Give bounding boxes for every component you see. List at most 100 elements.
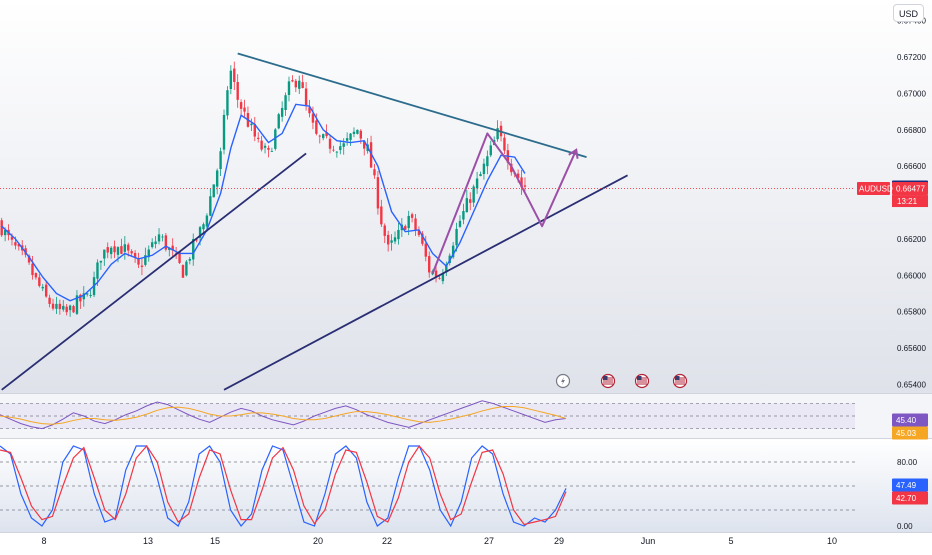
candle-body xyxy=(144,255,147,265)
candle-body xyxy=(489,145,492,156)
candle-body xyxy=(41,286,44,289)
candle-body xyxy=(58,303,62,310)
currency-button[interactable]: USD xyxy=(893,4,924,22)
candle-body xyxy=(311,113,315,123)
candle-body xyxy=(233,68,236,82)
candle-body xyxy=(55,303,58,309)
candle-body xyxy=(140,265,144,267)
candle-body xyxy=(393,237,397,242)
candle-body xyxy=(3,230,7,236)
candle-body xyxy=(274,129,277,149)
current-price-label-bg xyxy=(892,182,928,196)
candle-body xyxy=(359,130,363,139)
candle-body xyxy=(181,265,185,278)
candle-body xyxy=(133,253,137,258)
candle-body xyxy=(298,80,301,89)
price-tick-label: 0.66200 xyxy=(897,235,926,244)
time-tick-label: 8 xyxy=(41,536,46,546)
candle-body xyxy=(417,230,421,236)
candle-body xyxy=(339,146,342,151)
candle-body xyxy=(202,224,205,230)
candle-body xyxy=(99,260,103,263)
stoch-tick-label: 0.00 xyxy=(897,522,913,531)
candle-body xyxy=(451,245,455,258)
candle-body xyxy=(38,277,41,286)
trendline-support-right xyxy=(223,174,628,391)
candle-body xyxy=(229,70,233,90)
candle-body xyxy=(188,258,192,261)
candle-body xyxy=(407,215,410,229)
countdown-label: 13:21 xyxy=(897,197,918,206)
flag-canton xyxy=(603,376,608,380)
candle-body xyxy=(328,138,332,149)
candle-body xyxy=(219,151,222,170)
candle-body xyxy=(250,123,253,126)
candle-body xyxy=(103,249,106,259)
candle-body xyxy=(31,263,34,276)
candle-body xyxy=(150,242,154,248)
main-pane-background xyxy=(0,0,932,393)
candle-body xyxy=(352,131,356,134)
candle-body xyxy=(75,295,79,314)
stoch-tick-label: 80.00 xyxy=(897,458,918,467)
candle-body xyxy=(421,233,424,244)
stoch-d-value-label: 42.70 xyxy=(896,494,917,503)
candle-body xyxy=(280,107,284,117)
candle-body xyxy=(96,262,99,279)
time-tick-label: 15 xyxy=(210,536,220,546)
candle-body xyxy=(321,134,325,139)
candle-body xyxy=(120,246,123,254)
candle-body xyxy=(34,273,38,278)
candle-body xyxy=(243,107,246,112)
rsi-series-1 xyxy=(0,406,567,425)
trendline-resistance xyxy=(237,52,587,158)
time-tick-label: 13 xyxy=(143,536,153,546)
candle-body xyxy=(72,306,75,313)
candle-body xyxy=(253,124,256,137)
candle-body xyxy=(356,129,359,134)
candle-body xyxy=(106,247,109,253)
candle-body xyxy=(226,90,229,116)
candle-body xyxy=(397,229,400,240)
candle-body xyxy=(222,114,226,150)
candle-body xyxy=(157,234,161,242)
flag-canton xyxy=(637,376,642,380)
candle-body xyxy=(386,234,390,245)
candle-body xyxy=(215,170,219,187)
rsi-value-label-bg xyxy=(892,413,928,427)
candle-body xyxy=(192,238,195,260)
candle-body xyxy=(127,244,130,251)
time-tick-label: 10 xyxy=(827,536,837,546)
candle-body xyxy=(116,247,120,255)
candle-body xyxy=(308,107,311,114)
candle-body xyxy=(291,80,294,82)
price-tick-label: 0.65400 xyxy=(897,380,926,389)
price-tick-label: 0.67000 xyxy=(897,89,926,98)
candle-body xyxy=(209,196,212,216)
candle-body xyxy=(68,305,72,311)
candle-body xyxy=(287,81,291,95)
candle-body xyxy=(373,169,376,176)
candle-body xyxy=(257,137,260,139)
candle-body xyxy=(147,249,150,258)
price-tick-label: 0.66000 xyxy=(897,271,926,280)
candle-body xyxy=(462,211,465,220)
candle-body xyxy=(455,228,458,246)
candle-body xyxy=(516,173,520,179)
price-tick-label: 0.65600 xyxy=(897,344,926,353)
candle-body xyxy=(284,95,287,111)
candle-body xyxy=(520,177,523,188)
trendline-support-left xyxy=(1,152,307,391)
candle-body xyxy=(239,102,243,109)
candle-body xyxy=(383,225,386,236)
candle-body xyxy=(205,215,209,227)
symbol-label-bg xyxy=(857,182,890,196)
candle-body xyxy=(277,114,280,129)
candle-body xyxy=(380,206,383,225)
candle-body xyxy=(236,82,239,100)
candle-body xyxy=(51,303,55,309)
candle-body xyxy=(27,255,31,263)
candle-body xyxy=(445,264,448,273)
